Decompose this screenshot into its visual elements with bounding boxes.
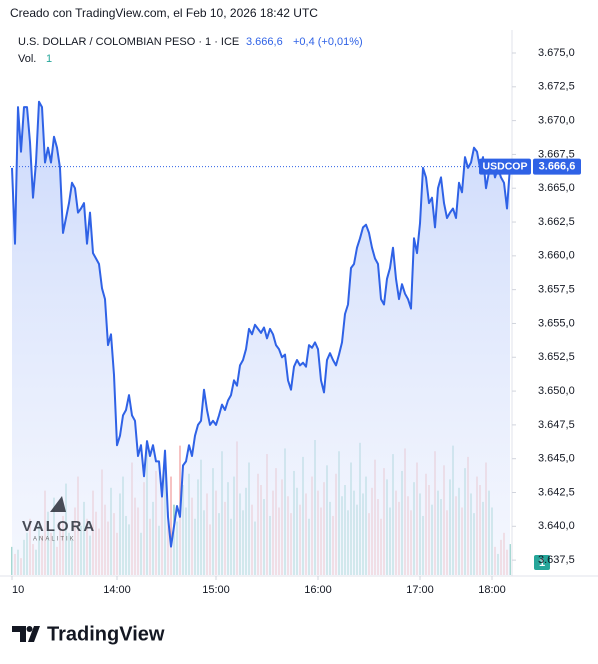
y-tick-label: 3.662,5 [538, 216, 575, 228]
x-tick-label: 16:00 [304, 584, 332, 596]
legend-title: U.S. DOLLAR / COLOMBIAN PESO · 1 · ICE [18, 36, 239, 48]
x-tick-label: 18:00 [478, 584, 506, 596]
watermark: VALORA ANALITIK [22, 496, 96, 543]
volume-bar [170, 476, 172, 575]
price-line [11, 100, 511, 548]
x-tick-label: 10 [12, 584, 24, 596]
y-tick-label: 3.675,0 [538, 47, 575, 59]
y-tick-label: 3.640,0 [538, 520, 575, 532]
x-tick-label: 15:00 [202, 584, 230, 596]
y-tick-label: 3.665,0 [538, 182, 575, 194]
footer-icon [12, 626, 40, 642]
volume-badge-text: 1 [539, 557, 545, 569]
y-tick-label: 3.657,5 [538, 284, 575, 296]
y-tick-label: 3.667,5 [538, 148, 575, 160]
area [12, 101, 510, 575]
footer-logo: TradingView [12, 623, 165, 645]
price-tag [533, 158, 581, 175]
watermark-name: VALORA [22, 518, 96, 535]
legend-price: 3.666,6 [246, 36, 283, 48]
y-tick-label: 3.645,0 [538, 453, 575, 465]
plot-layer [11, 100, 511, 575]
symbol-tag [479, 158, 531, 175]
footer-icon-dot [26, 626, 33, 632]
y-tick-label: 3.660,0 [538, 250, 575, 262]
watermark-sub: ANALITIK [33, 537, 76, 543]
price-tag-text: 3.666,6 [539, 160, 576, 172]
volume-badge [534, 555, 550, 570]
y-tick-label: 3.655,0 [538, 317, 575, 329]
legend-volume-name: Vol. [18, 53, 36, 65]
y-tick-label: 3.670,0 [538, 115, 575, 127]
y-tick-label: 3.647,5 [538, 419, 575, 431]
y-tick-label: 3.637,5 [538, 554, 575, 566]
y-tick-label: 3.650,0 [538, 385, 575, 397]
legend-change: +0,4 (+0,01%) [293, 36, 363, 48]
x-tick-label: 14:00 [103, 584, 131, 596]
y-tick-label: 3.652,5 [538, 351, 575, 363]
legend-volume-value: 1 [46, 53, 52, 65]
y-tick-label: 3.642,5 [538, 486, 575, 498]
x-tick-label: 17:00 [406, 584, 434, 596]
watermark-icon [50, 496, 66, 512]
footer-text: TradingView [47, 623, 165, 645]
y-tick-label: 3.672,5 [538, 81, 575, 93]
header: Creado con TradingView.com, el Feb 10, 2… [10, 6, 318, 20]
symbol-tag-text: USDCOP [483, 160, 528, 172]
